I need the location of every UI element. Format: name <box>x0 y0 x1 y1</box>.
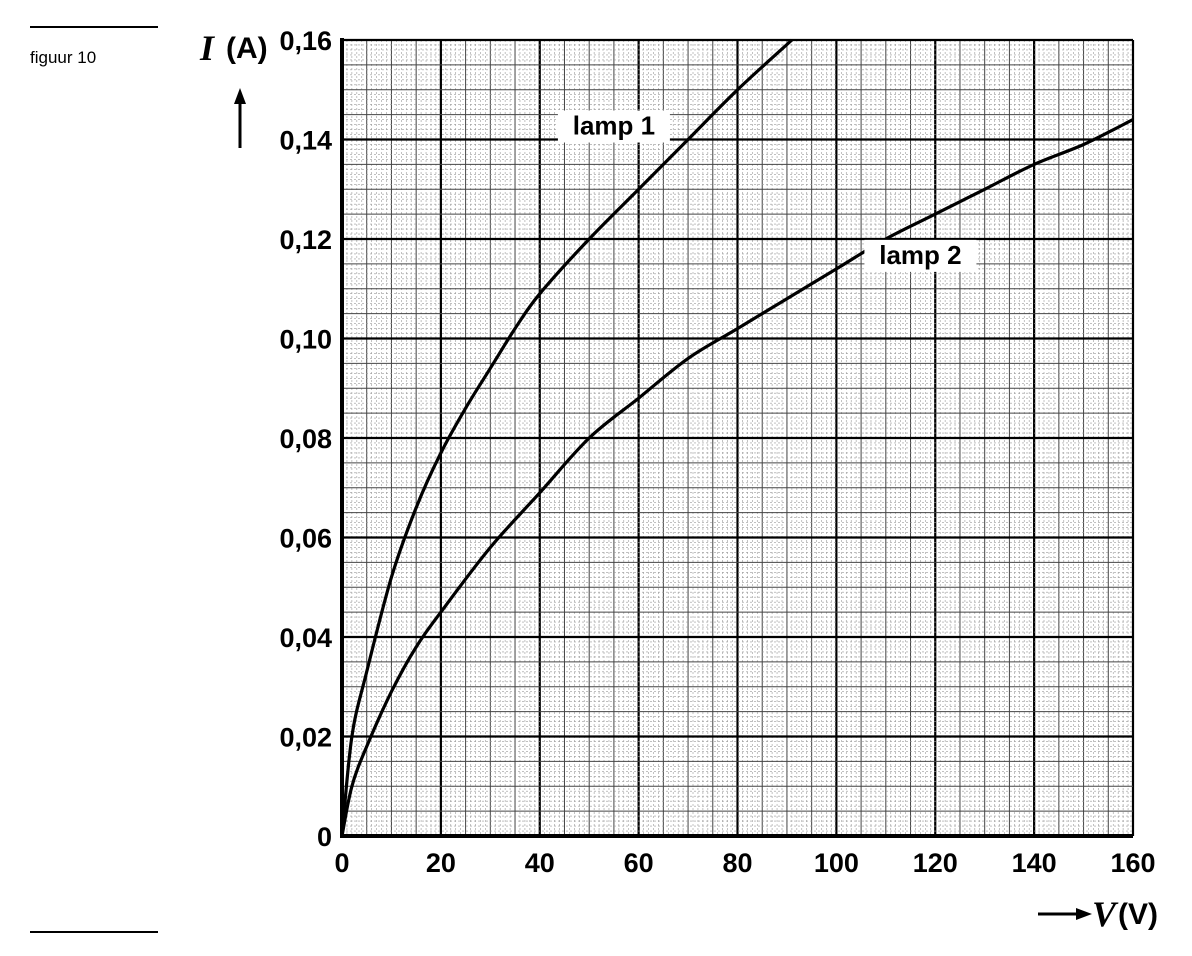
x-tick-label: 20 <box>426 848 456 878</box>
series-label-bg <box>557 110 670 143</box>
y-tick-label: 0,14 <box>279 126 332 156</box>
y-tick-label: 0,04 <box>279 623 332 653</box>
series-line-1 <box>340 38 793 837</box>
y-tick-label: 0 <box>317 822 332 852</box>
bottom-rule <box>30 931 158 933</box>
y-axis-symbol: I <box>199 28 216 68</box>
x-tick-label: 60 <box>624 848 654 878</box>
x-tick-label: 100 <box>814 848 859 878</box>
series-label-1: lamp 1 <box>573 111 655 141</box>
tick-labels: 0 20 40 60 80 100 120 140 160 0 0,02 0,04 0,06 0,08 0,… <box>279 26 1155 878</box>
curves <box>340 38 1134 837</box>
x-axis-symbol: V <box>1092 894 1119 934</box>
x-axis-arrow-icon <box>1038 908 1092 920</box>
x-tick-label: 80 <box>722 848 752 878</box>
y-axis-arrow-icon <box>234 88 246 148</box>
y-tick-label: 0,16 <box>279 26 332 56</box>
y-tick-label: 0,12 <box>279 225 332 255</box>
y-axis-unit: (A) <box>226 32 268 65</box>
x-tick-label: 140 <box>1012 848 1057 878</box>
y-tick-label: 0,10 <box>279 325 332 355</box>
series-label-bg <box>864 239 977 272</box>
grid <box>340 38 1135 838</box>
x-tick-label: 160 <box>1110 848 1155 878</box>
x-axis-unit: (V) <box>1118 898 1158 931</box>
series-labels: lamp 1 lamp 2 <box>557 110 977 272</box>
top-rule <box>30 26 158 28</box>
y-tick-label: 0,06 <box>279 524 332 554</box>
figure-label: figuur 10 <box>30 48 97 67</box>
series-line-2 <box>340 118 1134 837</box>
x-tick-label: 0 <box>334 848 349 878</box>
x-tick-label: 120 <box>913 848 958 878</box>
series-label-2: lamp 2 <box>879 240 961 270</box>
axes: I (A) V (V) <box>199 28 1158 934</box>
x-tick-label: 40 <box>525 848 555 878</box>
y-tick-label: 0,08 <box>279 424 332 454</box>
y-tick-label: 0,02 <box>279 723 332 753</box>
